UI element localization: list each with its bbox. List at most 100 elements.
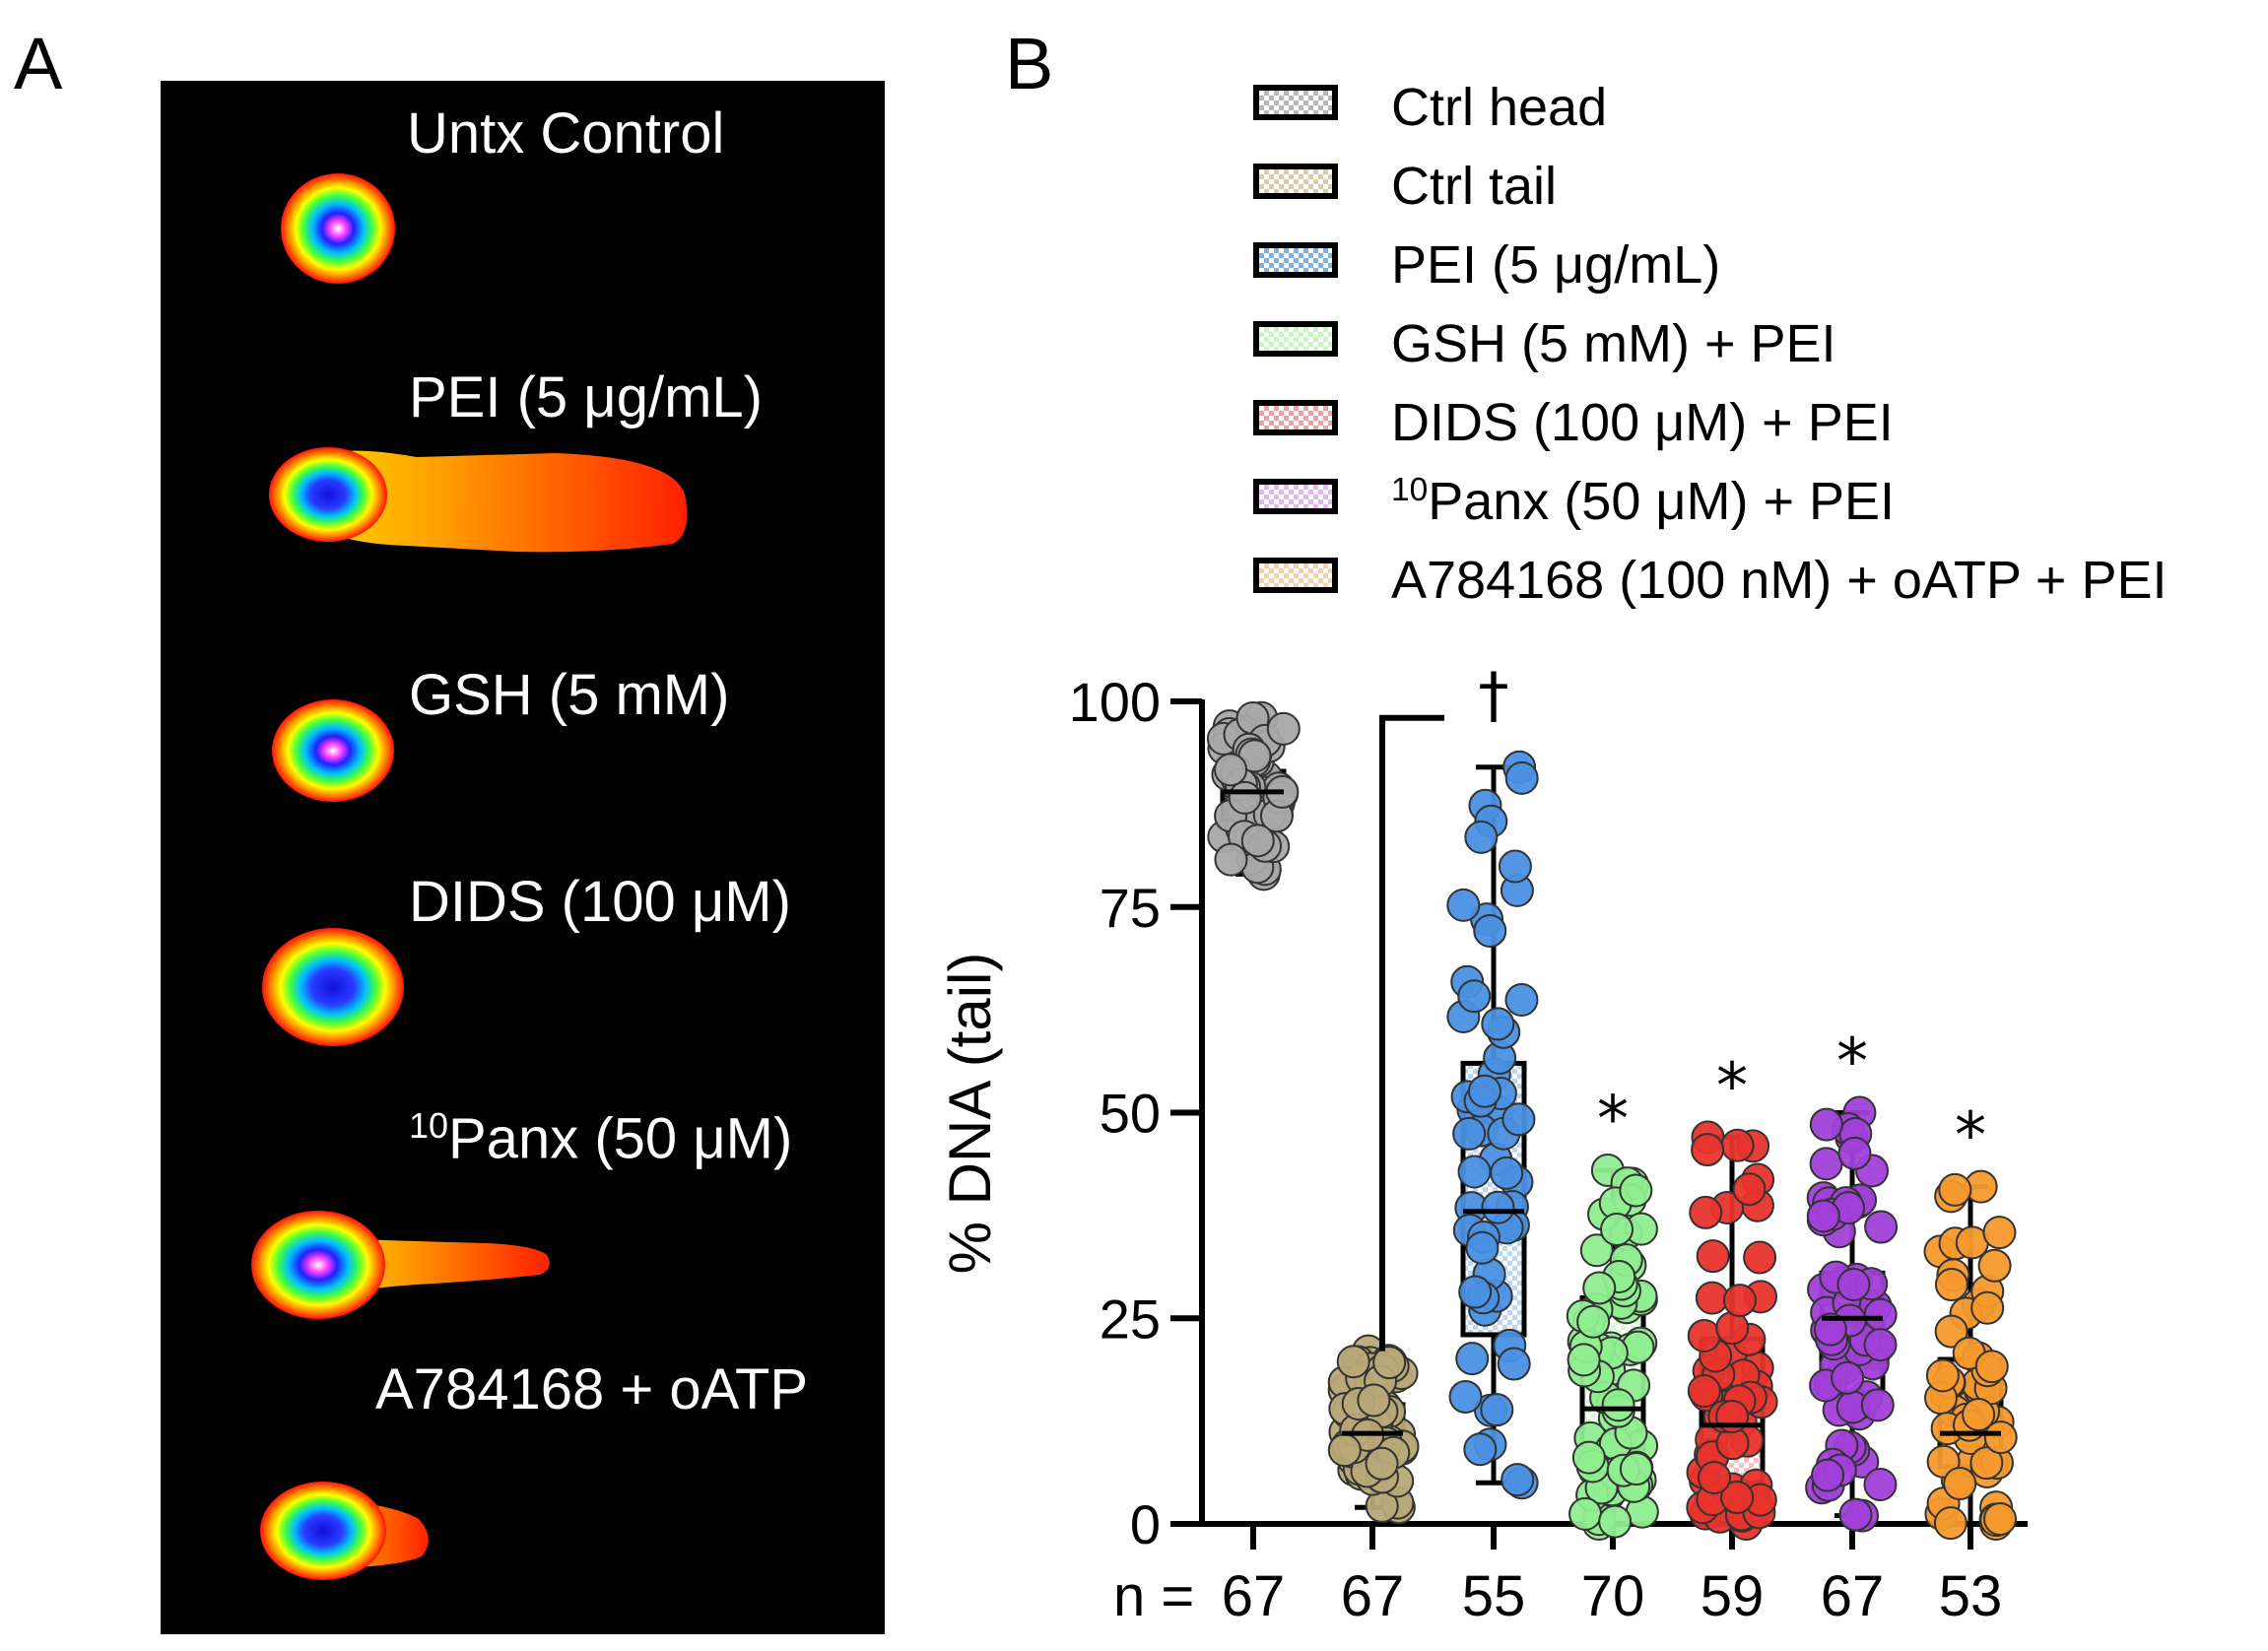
data-point-3 <box>1504 760 1539 795</box>
data-point-5 <box>1722 1284 1757 1318</box>
data-point-3 <box>1464 820 1499 854</box>
n-prefix-label: n = <box>1113 1564 1194 1628</box>
comet-pei <box>269 447 688 553</box>
legend-swatch <box>1253 400 1338 435</box>
n-value-4: 70 <box>1581 1564 1645 1628</box>
data-point-7 <box>1982 1216 2017 1250</box>
data-point-4 <box>1600 1212 1634 1246</box>
data-point-1 <box>1214 842 1248 877</box>
data-point-3 <box>1446 888 1481 922</box>
data-point-3 <box>1465 1230 1500 1265</box>
data-point-3 <box>1481 1190 1515 1224</box>
data-point-3 <box>1490 1156 1524 1190</box>
comet-label-untx-control: Untx Control <box>407 101 725 165</box>
data-point-5 <box>1743 1240 1777 1275</box>
data-point-7 <box>1925 1358 1960 1393</box>
comet-label-pei: PEI (5 μg/mL) <box>409 365 763 429</box>
data-point-7 <box>1943 1467 1977 1501</box>
legend-swatch <box>1253 479 1338 514</box>
legend-label: 10Panx (50 μM) + PEI <box>1391 472 1896 531</box>
n-value-1: 67 <box>1222 1564 1286 1628</box>
y-tick-label-50: 50 <box>1100 1083 1161 1145</box>
data-point-4 <box>1576 1304 1611 1339</box>
comet-label-panx-text: Panx (50 μM) <box>448 1106 793 1171</box>
data-point-6 <box>1811 1458 1845 1492</box>
data-point-4 <box>1601 1388 1635 1422</box>
data-point-4 <box>1567 1343 1601 1377</box>
data-point-3 <box>1463 1432 1498 1467</box>
significance-star-6: * <box>1836 1026 1868 1099</box>
data-point-7 <box>1977 1248 2012 1283</box>
data-point-3 <box>1473 913 1507 948</box>
legend-label: A784168 (100 nM) + oATP + PEI <box>1391 551 2168 610</box>
data-point-5 <box>1696 1239 1730 1274</box>
comet-label-panx-sup: 10 <box>409 1105 448 1146</box>
data-point-7 <box>1962 1398 1996 1432</box>
data-point-3 <box>1504 982 1539 1017</box>
n-value-7: 53 <box>1939 1564 2003 1628</box>
data-point-7 <box>1983 1502 2018 1537</box>
comet-panx <box>251 1211 550 1319</box>
data-point-1 <box>1214 753 1248 787</box>
data-point-6 <box>1863 1297 1898 1332</box>
data-point-5 <box>1720 1128 1755 1162</box>
data-point-7 <box>1970 1290 2005 1325</box>
comet-images <box>251 173 688 1580</box>
significance-star-4: * <box>1597 1084 1629 1156</box>
data-point-5 <box>1697 1460 1731 1494</box>
data-point-5 <box>1687 1318 1721 1353</box>
data-point-7 <box>1934 1314 1968 1349</box>
data-point-6 <box>1837 1136 1872 1170</box>
data-point-5 <box>1720 1481 1755 1515</box>
data-point-4 <box>1582 1271 1617 1305</box>
legend-swatch <box>1253 164 1338 199</box>
data-point-3 <box>1458 1275 1493 1309</box>
data-point-3 <box>1501 1102 1536 1137</box>
data-point-3 <box>1457 1155 1492 1189</box>
data-point-3 <box>1497 1347 1531 1381</box>
comet-dids <box>262 928 404 1046</box>
data-point-3 <box>1457 979 1492 1014</box>
data-point-2 <box>1327 1433 1362 1468</box>
data-point-6 <box>1806 1199 1840 1233</box>
data-point-7 <box>1938 1172 1972 1207</box>
data-point-1 <box>1228 780 1262 815</box>
data-point-4 <box>1571 1440 1606 1475</box>
data-point-6 <box>1831 1360 1865 1395</box>
data-point-7 <box>1934 1268 1968 1302</box>
data-point-1 <box>1266 711 1301 746</box>
legend-label: Ctrl head <box>1391 78 1608 137</box>
data-point-5 <box>1695 1281 1729 1315</box>
data-point-3 <box>1467 1074 1501 1108</box>
data-point-6 <box>1863 1328 1898 1362</box>
data-point-2 <box>1336 1345 1370 1379</box>
panel-b-letter: B <box>1005 23 1054 104</box>
legend-label: PEI (5 μg/mL) <box>1391 235 1721 295</box>
data-point-4 <box>1619 1173 1653 1208</box>
comet-gsh <box>272 699 394 802</box>
legend-label: GSH (5 mM) + PEI <box>1391 314 1836 373</box>
legend-swatch <box>1253 242 1338 278</box>
y-axis-label: % DNA (tail) <box>937 953 1003 1275</box>
y-tick-label-25: 25 <box>1100 1288 1161 1350</box>
comet-label-panx: 10Panx (50 μM) <box>409 1105 792 1171</box>
comet-label-dids: DIDS (100 μM) <box>409 870 791 934</box>
data-point-5 <box>1687 1373 1721 1408</box>
n-value-2: 67 <box>1341 1564 1405 1628</box>
data-point-3 <box>1501 1463 1535 1497</box>
comet-label-gsh: GSH (5 mM) <box>409 663 730 727</box>
data-point-6 <box>1863 1467 1898 1501</box>
dagger-mark: † <box>1479 659 1509 731</box>
data-point-4 <box>1568 1496 1603 1531</box>
comet-a784168 <box>260 1482 429 1580</box>
n-value-6: 67 <box>1821 1564 1885 1628</box>
y-tick-label-0: 0 <box>1130 1493 1161 1555</box>
data-point-6 <box>1838 1497 1873 1532</box>
data-point-4 <box>1598 1504 1633 1539</box>
data-point-5 <box>1732 1172 1767 1207</box>
n-value-5: 59 <box>1701 1564 1765 1628</box>
data-point-6 <box>1813 1312 1847 1347</box>
comparison-bracket <box>1379 714 1444 1352</box>
data-point-5 <box>1691 1133 1725 1167</box>
